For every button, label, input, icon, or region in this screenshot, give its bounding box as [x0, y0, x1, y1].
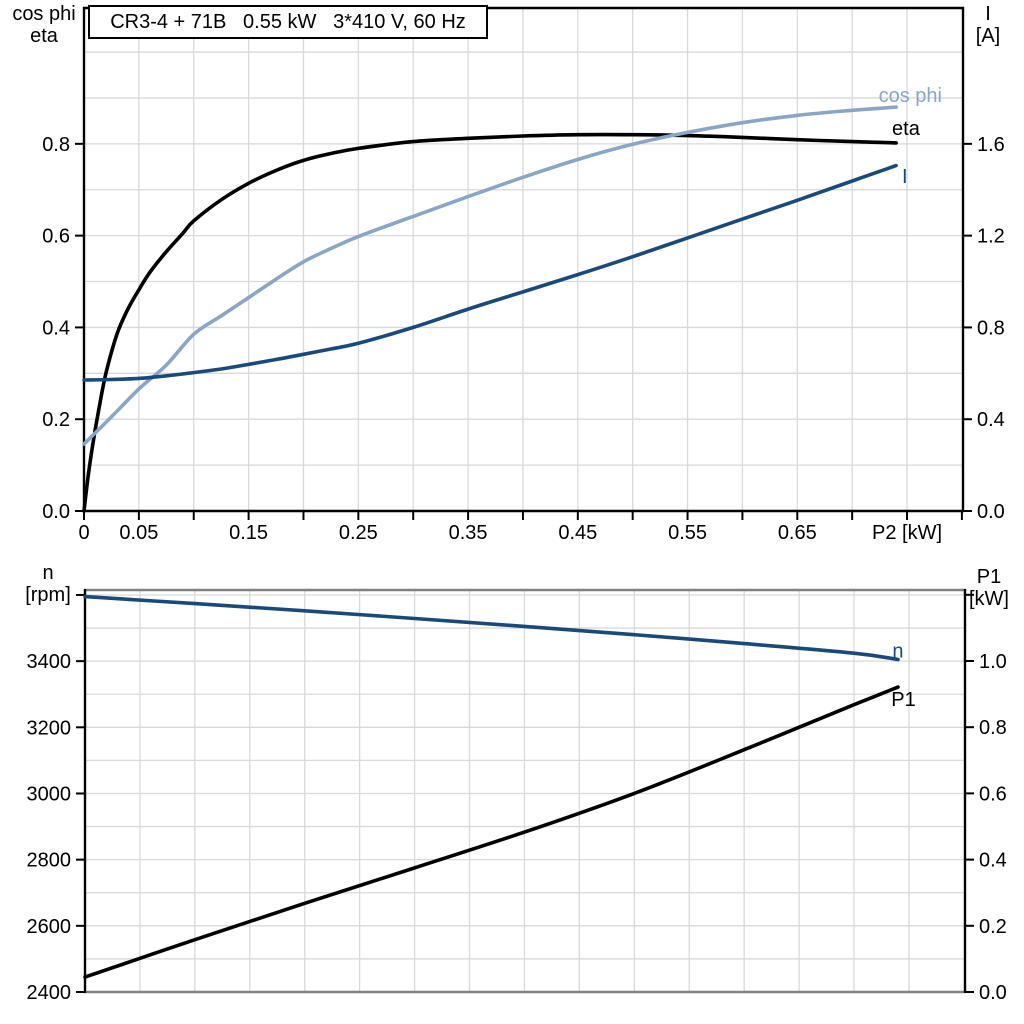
y-left-tick-label: 2400	[27, 982, 72, 1004]
axis-title-line: [rpm]	[25, 584, 71, 606]
axis-title-line: P1	[976, 566, 1002, 588]
x-tick-label: 0.65	[778, 522, 817, 544]
y-left-tick-label: 2600	[27, 916, 72, 938]
bottom-chart-left-axis-title: n [rpm]	[14, 562, 82, 606]
y-left-tick-label: 3200	[27, 717, 72, 739]
x-tick-label: 0.35	[449, 522, 488, 544]
y-right-tick-label: 0.6	[979, 783, 1007, 805]
axis-title-line: cos phi	[12, 3, 76, 25]
current-curve-label: I	[902, 166, 908, 188]
speed-curve	[83, 594, 900, 662]
x-tick-label: 0	[78, 522, 89, 544]
y-right-tick-label: 1.0	[979, 651, 1007, 673]
chart-title-box: CR3-4 + 71B 0.55 kW 3*410 V, 60 Hz	[88, 5, 488, 39]
top-chart-left-axis-title: cos phi eta	[6, 3, 82, 47]
p1-curve	[83, 685, 900, 979]
p1-curve-label: P1	[891, 689, 915, 711]
current-curve	[82, 163, 898, 382]
x-tick-label: 0.55	[668, 522, 707, 544]
y-right-tick-label: 1.6	[977, 134, 1005, 156]
y-left-tick-label: 0.2	[42, 409, 70, 431]
speed-curve-label: n	[892, 641, 903, 663]
y-right-tick-label: 0.0	[979, 982, 1007, 1004]
y-right-tick-label: 0.8	[979, 717, 1007, 739]
x-tick-label: 0.15	[229, 522, 268, 544]
y-right-tick-label: 0.8	[977, 317, 1005, 339]
y-right-tick-label: 0.0	[977, 501, 1005, 523]
x-tick-label: 0.25	[339, 522, 378, 544]
top-chart-right-axis-title: I [A]	[958, 3, 1018, 47]
y-left-tick-label: 0.4	[42, 317, 70, 339]
y-left-tick-label: 2800	[27, 850, 72, 872]
y-right-tick-label: 1.2	[977, 226, 1005, 248]
cos-phi-curve	[82, 105, 898, 446]
y-left-tick-label: 0.0	[42, 501, 70, 523]
x-tick-label: 0.05	[119, 522, 158, 544]
x-tick-label: 0.45	[558, 522, 597, 544]
y-left-tick-label: 0.8	[42, 134, 70, 156]
axis-title-line: [A]	[975, 25, 1001, 47]
y-left-tick-label: 0.6	[42, 226, 70, 248]
axis-title-line: n	[42, 562, 54, 584]
y-left-tick-label: 3400	[27, 651, 72, 673]
y-left-tick-label: 3000	[27, 783, 72, 805]
bottom-chart-right-axis-title: P1 [kW]	[956, 566, 1022, 610]
y-right-tick-label: 0.4	[977, 409, 1005, 431]
eta-curve-label: eta	[892, 118, 921, 140]
axis-title-line: [kW]	[969, 588, 1009, 610]
y-right-tick-label: 0.4	[979, 850, 1007, 872]
cos-phi-curve-label: cos phi	[879, 85, 942, 107]
x-axis-label: P2 [kW]	[872, 522, 942, 544]
eta-curve	[82, 132, 898, 513]
axis-title-line: I	[985, 3, 991, 25]
y-right-tick-label: 0.2	[979, 916, 1007, 938]
axis-title-line: eta	[30, 25, 58, 47]
